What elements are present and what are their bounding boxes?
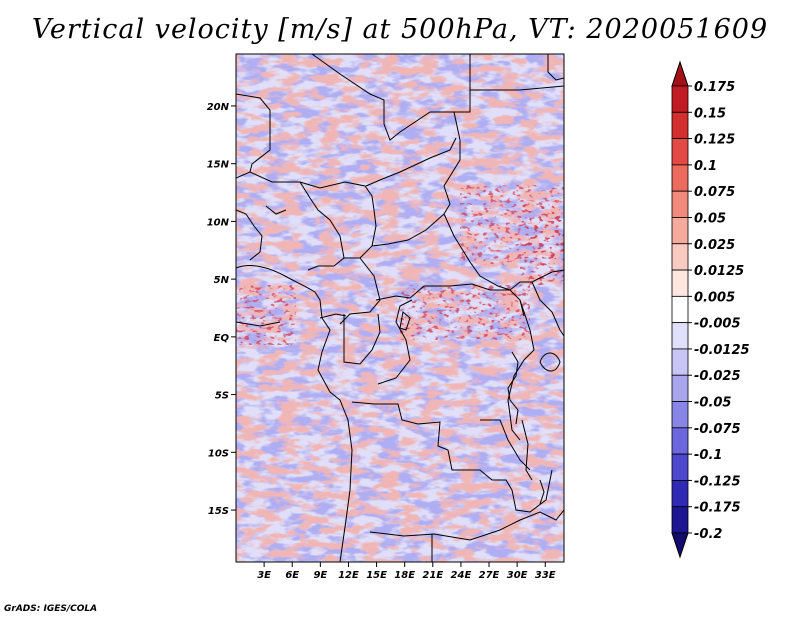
- colorbar-label: -0.2: [694, 527, 722, 542]
- colorbar-label: 0.175: [694, 80, 735, 95]
- colorbar-label: -0.1: [694, 448, 722, 463]
- lon-tick-label: 12E: [338, 570, 359, 581]
- lon-tick-label: 27E: [479, 570, 500, 581]
- lon-tick-label: 3E: [257, 570, 271, 581]
- lat-tick-label: 5N: [214, 275, 230, 286]
- colorbar-label: 0.0125: [694, 264, 744, 279]
- colorbar-bin: [671, 322, 689, 350]
- colorbar-label: 0.125: [694, 133, 735, 148]
- lon-axis: 3E 6E 9E 12E 15E 18E 21E 24E 27E 30E 33E: [257, 562, 556, 581]
- lon-tick-label: 9E: [313, 570, 327, 581]
- colorbar-bin: [671, 295, 689, 324]
- colorbar-bin: [671, 138, 689, 166]
- lat-tick-label: 15N: [207, 160, 230, 171]
- credit-text: GrADS: IGES/COLA: [4, 604, 98, 614]
- colorbar-label: 0.15: [694, 106, 726, 121]
- colorbar-min-arrow: [671, 532, 689, 559]
- lat-axis: 20N 15N 10N 5N EQ 5S 10S 15S: [207, 102, 236, 517]
- colorbar-max-arrow: [671, 60, 689, 87]
- colorbar-label: -0.025: [694, 369, 741, 384]
- colorbar-bin: [671, 269, 689, 297]
- colorbar-bin: [671, 217, 689, 245]
- lon-tick-label: 24E: [451, 570, 472, 581]
- colorbar-bin: [671, 401, 689, 429]
- lon-tick-label: 21E: [422, 570, 443, 581]
- lon-tick-label: 33E: [535, 570, 556, 581]
- colorbar-bin: [671, 374, 689, 402]
- colorbar-label: -0.05: [694, 396, 731, 411]
- lat-tick-label: 20N: [207, 102, 230, 113]
- lat-tick-label: 15S: [208, 506, 229, 517]
- colorbar: 0.175 0.15 0.125 0.1 0.075 0.05 0.025 0.0125 0.0…: [671, 60, 750, 559]
- colorbar-label: -0.005: [694, 317, 741, 332]
- borders: [236, 54, 564, 562]
- colorbar-label: -0.175: [694, 501, 741, 516]
- colorbar-bin: [671, 506, 689, 534]
- lakes: [399, 311, 561, 505]
- colorbar-label: -0.075: [694, 422, 741, 437]
- lon-tick-label: 18E: [394, 570, 415, 581]
- lat-tick-label: 5S: [215, 391, 229, 402]
- lat-tick-label: 10N: [207, 217, 230, 228]
- colorbar-bin: [671, 190, 689, 218]
- lon-tick-label: 6E: [285, 570, 299, 581]
- lon-tick-label: 30E: [507, 570, 528, 581]
- colorbar-label: 0.025: [694, 238, 735, 253]
- colorbar-label: 0.075: [694, 185, 735, 200]
- lat-tick-label: 10S: [208, 448, 229, 459]
- colorbar-bin: [671, 85, 689, 113]
- colorbar-bin: [671, 348, 689, 376]
- map-frame: [235, 53, 565, 563]
- colorbar-label: 0.005: [694, 290, 735, 305]
- colorbar-bin: [671, 164, 689, 192]
- colorbar-label: -0.0125: [694, 343, 750, 358]
- lon-tick-label: 15E: [366, 570, 387, 581]
- colorbar-bin: [671, 453, 689, 481]
- colorbar-label: 0.1: [694, 159, 717, 174]
- colorbar-bin: [671, 480, 689, 508]
- colorbar-bin: [671, 243, 689, 271]
- page-title: Vertical velocity [m/s] at 500hPa, VT: 2…: [31, 14, 769, 45]
- colorbar-label: -0.125: [694, 474, 741, 489]
- colorbar-bin: [671, 427, 689, 455]
- lat-tick-label: EQ: [214, 333, 230, 344]
- colorbar-label: 0.05: [694, 211, 726, 226]
- colorbar-bin: [671, 111, 689, 139]
